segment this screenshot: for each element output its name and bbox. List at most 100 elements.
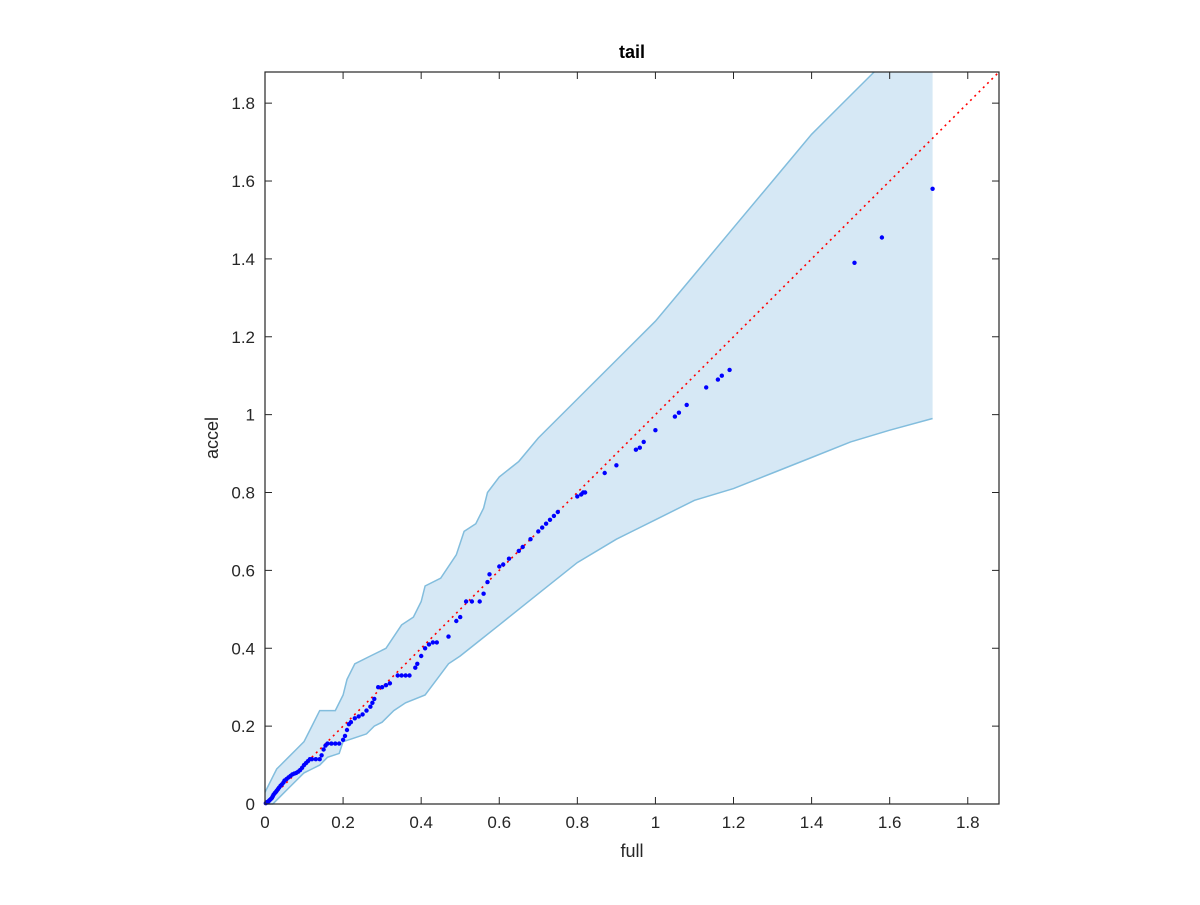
data-point	[930, 186, 935, 191]
data-point	[342, 733, 348, 739]
data-point	[348, 720, 354, 725]
y-axis-label: accel	[202, 417, 222, 459]
data-point	[582, 490, 588, 495]
data-point	[407, 673, 412, 678]
data-point	[506, 556, 512, 561]
data-point	[370, 700, 375, 705]
data-point	[727, 367, 732, 373]
data-point	[653, 428, 658, 433]
data-point	[641, 439, 646, 445]
data-point	[485, 579, 490, 585]
x-tick-label: 1.8	[956, 813, 980, 832]
data-point	[313, 757, 318, 762]
data-point	[446, 634, 451, 639]
x-tick-label: 1	[651, 813, 660, 832]
data-point	[422, 646, 428, 651]
data-point	[413, 665, 418, 670]
data-point	[364, 708, 369, 713]
data-point	[319, 753, 324, 758]
y-tick-label: 0	[246, 795, 255, 814]
data-point	[879, 235, 885, 240]
data-point	[497, 564, 502, 569]
x-tick-label: 0.4	[409, 813, 433, 832]
data-point	[376, 685, 381, 690]
data-point	[329, 741, 334, 746]
chart-title: tail	[619, 42, 645, 62]
axes-box	[264, 71, 1000, 805]
data-point	[481, 591, 486, 596]
data-point	[575, 494, 580, 499]
y-tick-label: 1.6	[231, 172, 255, 191]
data-point	[614, 463, 619, 468]
data-point	[325, 741, 330, 746]
x-tick-label: 0	[260, 813, 269, 832]
x-tick-label: 0.6	[487, 813, 511, 832]
data-point	[337, 741, 342, 746]
data-point	[719, 373, 724, 378]
axes-frame	[264, 71, 1000, 805]
data-point	[684, 402, 689, 408]
y-tick-label: 1	[246, 406, 255, 425]
data-point	[387, 681, 393, 686]
data-point	[477, 599, 482, 604]
y-tick-label: 1.2	[231, 328, 255, 347]
data-point	[676, 410, 682, 415]
data-point	[528, 537, 533, 542]
data-point	[403, 673, 408, 678]
data-points	[263, 186, 935, 806]
confidence-band	[265, 72, 933, 804]
x-tick-label: 1.2	[722, 813, 746, 832]
data-point	[383, 683, 389, 688]
confidence-band-upper-edge	[264, 71, 875, 793]
confidence-band-lower-edge	[265, 417, 933, 805]
y-tick-label: 0.2	[231, 717, 255, 736]
data-point	[469, 599, 475, 604]
data-point	[309, 757, 315, 762]
data-point	[543, 521, 549, 526]
data-point	[487, 572, 492, 577]
data-point	[540, 525, 545, 530]
y-tick-label: 0.4	[231, 639, 255, 658]
data-point	[463, 599, 469, 604]
data-point	[501, 562, 506, 567]
data-point	[536, 529, 541, 534]
data-point	[419, 653, 424, 659]
data-point	[516, 548, 521, 554]
y-tick-label: 1.4	[231, 250, 255, 269]
data-point	[356, 714, 361, 719]
data-point	[426, 642, 432, 647]
data-point	[344, 727, 350, 733]
y-tick-label: 0.8	[231, 484, 255, 503]
data-point	[415, 661, 420, 666]
plot-area	[263, 71, 1000, 806]
data-point	[672, 414, 678, 419]
data-point	[704, 385, 709, 390]
x-tick-label: 0.8	[566, 813, 590, 832]
x-tick-label: 1.6	[878, 813, 902, 832]
data-point	[637, 445, 642, 450]
data-point	[317, 757, 322, 762]
data-point	[434, 640, 439, 645]
data-point	[715, 377, 721, 382]
data-point	[551, 513, 557, 519]
x-axis-ticks: 0 0.2 0.4 0.6 0.8 1 1.2 1.4 1.6 1.8	[260, 72, 980, 832]
data-point	[379, 685, 385, 690]
data-point	[340, 737, 346, 742]
data-point	[458, 614, 463, 620]
data-point	[430, 640, 436, 645]
data-point	[852, 260, 857, 265]
data-point	[333, 741, 338, 746]
data-point	[555, 509, 560, 515]
data-point	[454, 618, 459, 624]
data-point	[547, 517, 553, 522]
data-point	[321, 747, 326, 752]
data-point	[399, 673, 404, 678]
data-point	[352, 716, 357, 721]
data-point	[633, 447, 639, 452]
data-point	[368, 704, 373, 709]
data-point	[360, 712, 365, 717]
data-point	[602, 470, 607, 476]
data-point	[395, 673, 400, 678]
